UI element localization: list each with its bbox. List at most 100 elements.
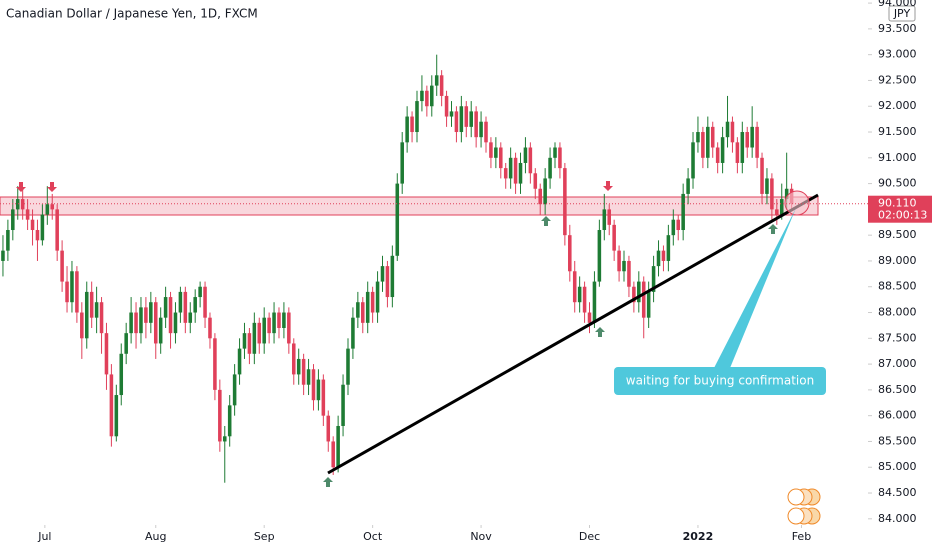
candle-body xyxy=(272,312,276,334)
candle-body xyxy=(395,183,400,256)
up-arrow xyxy=(595,327,605,337)
candle-body xyxy=(45,204,50,215)
candle-body xyxy=(129,312,133,334)
candle-body xyxy=(607,209,612,225)
y-tick-label: 88.500 xyxy=(878,280,917,293)
candle-body xyxy=(193,297,197,313)
y-tick-label: 92.500 xyxy=(878,73,917,86)
candle-body xyxy=(459,106,464,133)
x-tick-label: Feb xyxy=(792,530,811,543)
y-tick-label: 91.000 xyxy=(878,151,917,164)
y-tick-label: 90.500 xyxy=(878,177,917,190)
candle-body xyxy=(75,271,79,313)
candle-body xyxy=(213,338,217,390)
candle-body xyxy=(50,204,55,210)
y-tick-label: 88.000 xyxy=(878,306,917,319)
x-tick-label: Nov xyxy=(470,530,492,543)
callout-box xyxy=(614,367,826,395)
candle-body xyxy=(11,209,15,231)
candle-body xyxy=(430,85,434,107)
candle-body xyxy=(548,157,552,179)
candle-body xyxy=(247,333,252,354)
candle-body xyxy=(296,358,301,375)
candle-body xyxy=(134,312,138,334)
candle-body xyxy=(208,317,212,339)
candle-body xyxy=(701,132,705,158)
down-arrows xyxy=(16,181,613,192)
candle-body xyxy=(632,286,636,303)
candle-body xyxy=(400,142,404,184)
event-icon xyxy=(787,488,805,506)
candle-body xyxy=(144,307,148,323)
candle-body xyxy=(568,235,572,272)
candle-body xyxy=(706,126,710,158)
currency-box xyxy=(888,5,916,22)
candle-body xyxy=(444,95,449,117)
candle-body xyxy=(553,147,557,158)
x-tick-label: Aug xyxy=(145,530,166,543)
candle-body xyxy=(543,178,547,205)
x-tick-label: Oct xyxy=(363,530,383,543)
candle-body xyxy=(740,132,745,163)
y-tick-label: 91.500 xyxy=(878,125,917,138)
candle-body xyxy=(124,333,128,354)
candle-body xyxy=(336,425,340,468)
candle-body xyxy=(661,250,666,261)
up-arrow xyxy=(541,216,551,226)
candle-body xyxy=(262,317,266,344)
down-arrow xyxy=(603,181,613,191)
candle-body xyxy=(410,116,414,133)
candle-body xyxy=(99,302,104,334)
candle-body xyxy=(715,147,720,163)
price-tag-value: 90.110 xyxy=(878,197,917,210)
candle-body xyxy=(503,168,508,179)
candle-body xyxy=(617,250,621,272)
candle-body xyxy=(725,121,730,138)
candle-body xyxy=(6,230,10,251)
candle-body xyxy=(222,436,227,442)
candle-body xyxy=(641,281,646,318)
candle-body xyxy=(681,193,685,231)
candle-body xyxy=(232,374,237,406)
y-tick-label: 94.000 xyxy=(878,0,917,9)
candle-body xyxy=(563,168,567,236)
x-tick-label: 2022 xyxy=(683,530,714,543)
candle-body xyxy=(104,333,109,375)
candle-body xyxy=(582,286,587,313)
price-tag-countdown: 02:00:13 xyxy=(878,209,927,222)
candle-body xyxy=(65,281,69,303)
candle-body xyxy=(89,291,94,318)
candle-body xyxy=(252,322,257,354)
resistance-zone xyxy=(0,196,819,216)
candle-body xyxy=(149,302,153,323)
candle-body xyxy=(765,178,769,194)
candle-body xyxy=(577,286,582,303)
candle-body xyxy=(80,312,84,339)
candle-body xyxy=(499,147,503,169)
candle-body xyxy=(227,405,232,437)
candle-body xyxy=(203,286,207,318)
candle-body xyxy=(375,281,380,313)
y-tick-label: 92.000 xyxy=(878,99,917,112)
candle-body xyxy=(257,322,262,344)
candle-body xyxy=(346,348,350,385)
price-tag xyxy=(868,195,932,223)
candle-body xyxy=(750,126,754,148)
candle-body xyxy=(558,147,562,169)
candle-body xyxy=(311,369,316,401)
candles xyxy=(1,54,794,483)
y-tick-label: 89.500 xyxy=(878,228,917,241)
candle-body xyxy=(267,317,271,334)
candle-body xyxy=(119,353,124,396)
candle-body xyxy=(361,302,365,323)
candle-body xyxy=(139,307,143,334)
x-tick-label: Jul xyxy=(37,530,51,543)
candle-body xyxy=(20,199,25,210)
candle-body xyxy=(454,111,459,133)
candle-body xyxy=(479,121,483,138)
candle-body xyxy=(775,209,779,215)
candle-body xyxy=(666,235,671,261)
candle-body xyxy=(356,302,360,318)
candle-body xyxy=(696,132,700,143)
